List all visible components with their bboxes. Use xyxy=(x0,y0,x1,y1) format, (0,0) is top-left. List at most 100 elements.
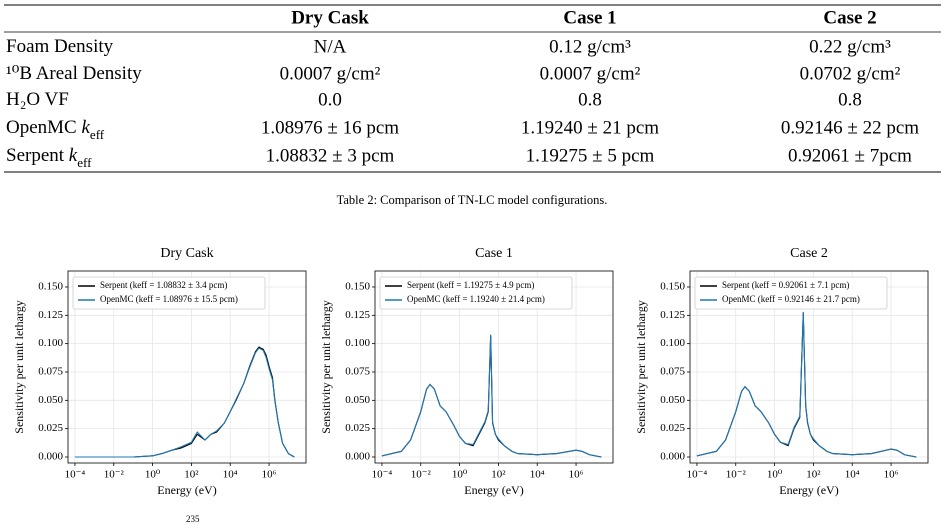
row-label: OpenMC keff xyxy=(6,117,105,142)
y-tick-label: 0.100 xyxy=(345,337,370,349)
y-tick-label: 0.075 xyxy=(38,366,63,378)
row-label-part: Serpent xyxy=(6,145,69,166)
footer-fragment: 235 xyxy=(186,514,200,524)
y-tick-label: 0.025 xyxy=(345,422,370,434)
table-cell: 1.08976 ± 16 pcm xyxy=(261,117,399,138)
table-cell: 0.0702 g/cm² xyxy=(800,63,901,84)
table-cell: 0.8 xyxy=(838,89,862,110)
x-tick-label: 10⁻² xyxy=(411,469,432,481)
y-tick-label: 0.150 xyxy=(345,281,370,293)
chart-title: Case 2 xyxy=(790,246,828,261)
y-tick-label: 0.125 xyxy=(38,309,63,321)
x-axis-label: Energy (eV) xyxy=(779,483,838,497)
row-label-part: k xyxy=(69,145,78,166)
x-tick-label: 10⁻⁴ xyxy=(687,469,708,481)
x-tick-label: 10⁻² xyxy=(726,469,747,481)
x-axis-label: Energy (eV) xyxy=(464,483,523,497)
row-label: H₂O VF xyxy=(6,89,69,110)
column-header: Case 1 xyxy=(563,7,616,28)
plot-frame xyxy=(374,270,614,464)
y-tick-label: 0.025 xyxy=(660,422,685,434)
x-tick-label: 10⁰ xyxy=(767,469,783,481)
x-tick-label: 10² xyxy=(184,469,199,481)
column-header: Case 2 xyxy=(823,7,876,28)
x-tick-label: 10⁶ xyxy=(569,469,584,481)
x-tick-label: 10² xyxy=(806,469,821,481)
table-caption: Table 2: Comparison of TN-LC model confi… xyxy=(337,193,608,207)
table-cell: 0.0 xyxy=(318,89,342,110)
legend-label: Serpent (keff = 0.92061 ± 7.1 pcm) xyxy=(722,280,849,290)
legend-label: Serpent (keff = 1.08832 ± 3.4 pcm) xyxy=(100,280,227,290)
y-tick-label: 0.150 xyxy=(660,281,685,293)
chart: Case 2 0.000 0.025 0.050 0.075 0.100 0.125 0.15… xyxy=(634,246,929,497)
chart: Dry Cask 0.000 0.025 0.050 0.075 0.100 0.125 0.… xyxy=(12,246,307,497)
x-tick-label: 10⁰ xyxy=(452,469,468,481)
y-axis-label: Sensitivity per unit lethargy xyxy=(12,300,26,433)
plot-frame xyxy=(689,270,929,464)
y-tick-label: 0.000 xyxy=(345,451,370,463)
series-line xyxy=(74,347,295,458)
row-label: ¹⁰B Areal Density xyxy=(6,63,142,84)
plot-frame xyxy=(67,270,307,464)
row-label-part: eff xyxy=(77,155,92,170)
x-tick-label: 10⁶ xyxy=(884,469,899,481)
x-tick-label: 10² xyxy=(491,469,506,481)
legend-label: OpenMC (keff = 1.19240 ± 21.4 pcm) xyxy=(407,294,545,304)
legend-label: OpenMC (keff = 1.08976 ± 15.5 pcm) xyxy=(100,294,238,304)
table-cell: 1.19240 ± 21 pcm xyxy=(521,117,659,138)
row-label-part: k xyxy=(81,117,90,138)
y-tick-label: 0.000 xyxy=(660,451,685,463)
x-axis-label: Energy (eV) xyxy=(157,483,216,497)
table-cell: N/A xyxy=(314,36,347,57)
y-tick-label: 0.075 xyxy=(345,366,370,378)
x-tick-label: 10⁴ xyxy=(223,469,238,481)
x-tick-label: 10⁻⁴ xyxy=(372,469,393,481)
legend-box xyxy=(694,276,888,310)
row-label-part: H₂O VF xyxy=(6,89,69,110)
legend-box xyxy=(72,276,266,310)
x-tick-label: 10⁴ xyxy=(530,469,545,481)
chart: Case 1 0.000 0.025 0.050 0.075 0.100 0.125 0.15… xyxy=(319,246,614,497)
y-tick-label: 0.000 xyxy=(38,451,63,463)
y-tick-label: 0.025 xyxy=(38,422,63,434)
table-cell: 0.92146 ± 22 pcm xyxy=(781,117,919,138)
row-label-part: ¹⁰B Areal Density xyxy=(6,63,142,84)
x-tick-label: 10⁻⁴ xyxy=(65,469,86,481)
table-cell: 0.8 xyxy=(578,89,602,110)
y-tick-label: 0.050 xyxy=(38,394,63,406)
legend-label: Serpent (keff = 1.19275 ± 4.9 pcm) xyxy=(407,280,534,290)
column-header: Dry Cask xyxy=(291,7,369,28)
x-tick-label: 10⁴ xyxy=(845,469,860,481)
y-tick-label: 0.125 xyxy=(345,309,370,321)
chart-title: Dry Cask xyxy=(160,246,213,261)
x-tick-label: 10⁻² xyxy=(104,469,125,481)
y-axis-label: Sensitivity per unit lethargy xyxy=(319,300,333,433)
x-tick-label: 10⁰ xyxy=(145,469,161,481)
y-tick-label: 0.050 xyxy=(345,394,370,406)
series-line xyxy=(696,313,917,458)
series-line xyxy=(381,334,602,458)
row-label: Foam Density xyxy=(6,36,114,57)
row-label: Serpent keff xyxy=(6,145,92,170)
y-axis-label: Sensitivity per unit lethargy xyxy=(634,300,648,433)
y-tick-label: 0.050 xyxy=(660,394,685,406)
x-tick-label: 10⁶ xyxy=(262,469,277,481)
row-label-part: OpenMC xyxy=(6,117,81,138)
legend-label: OpenMC (keff = 0.92146 ± 21.7 pcm) xyxy=(722,294,860,304)
table-cell: 0.12 g/cm³ xyxy=(549,36,631,57)
table-cell: 0.92061 ± 7pcm xyxy=(788,145,912,166)
row-label-part: eff xyxy=(90,127,105,142)
y-tick-label: 0.075 xyxy=(660,366,685,378)
series-line xyxy=(696,311,917,458)
chart-title: Case 1 xyxy=(475,246,513,261)
table-cell: 1.19275 ± 5 pcm xyxy=(526,145,655,166)
table-cell: 0.0007 g/cm² xyxy=(540,63,641,84)
y-tick-label: 0.125 xyxy=(660,309,685,321)
y-tick-label: 0.150 xyxy=(38,281,63,293)
series-line xyxy=(74,346,295,458)
row-label-part: Foam Density xyxy=(6,36,114,57)
y-tick-label: 0.100 xyxy=(38,337,63,349)
y-tick-label: 0.100 xyxy=(660,337,685,349)
table-cell: 0.0007 g/cm² xyxy=(280,63,381,84)
